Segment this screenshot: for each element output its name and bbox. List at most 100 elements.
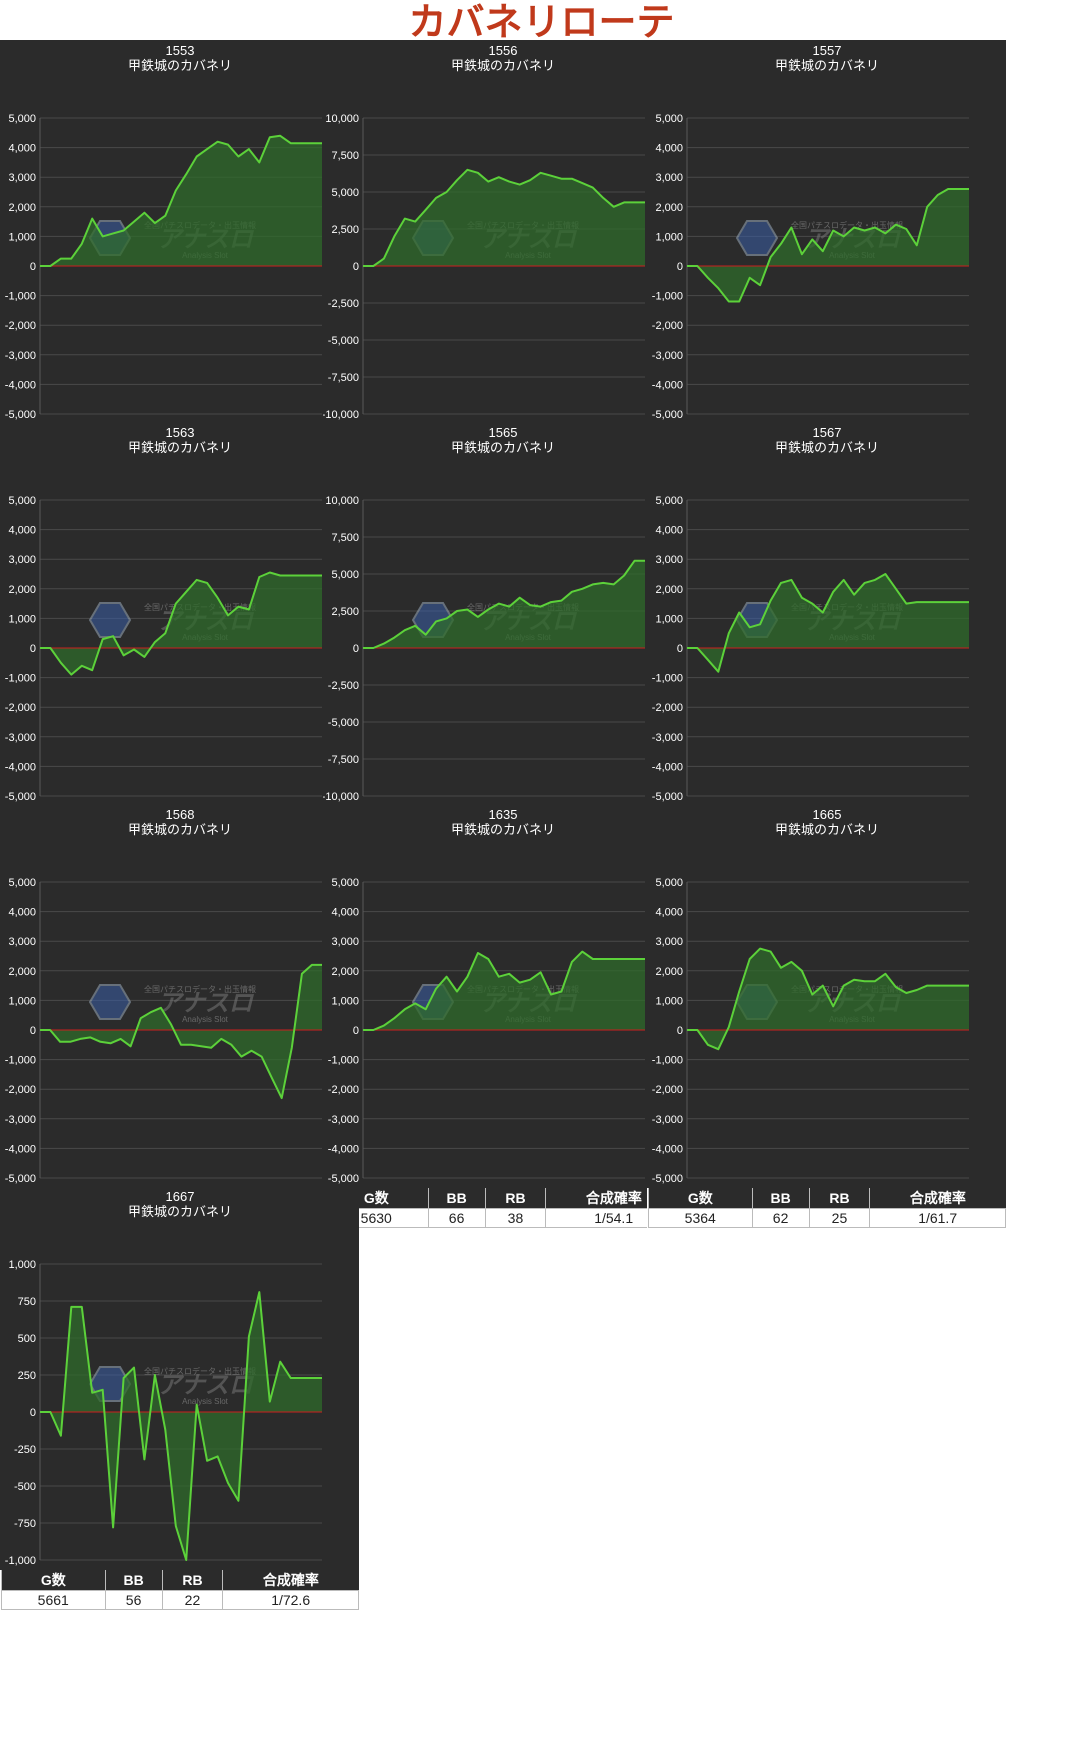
- chart-panel-1563: 1563 甲鉄城のカバネリ 5,000 4,000 3,000 2,000 1,000 0 -1…: [0, 422, 359, 848]
- chart-title: 1565: [489, 425, 518, 440]
- y-tick-label: 7,500: [331, 150, 359, 162]
- series-line: [40, 571, 322, 676]
- y-tick-label: 5,000: [8, 495, 36, 507]
- y-tick-label: -7,500: [328, 754, 359, 766]
- watermark-sub: Analysis Slot: [182, 1015, 229, 1024]
- series-line: [363, 950, 645, 1031]
- watermark-sub: Analysis Slot: [182, 1397, 229, 1406]
- y-tick-label: 1,000: [655, 613, 683, 625]
- y-tick-label: 3,000: [8, 172, 36, 184]
- chart-panel-1565: 1565 甲鉄城のカバネリ 10,000 7,500 5,000 2,500 0 -2,500…: [323, 422, 682, 848]
- y-tick-label: -5,000: [652, 1173, 683, 1185]
- y-tick-label: 2,000: [8, 202, 36, 214]
- y-tick-label: -500: [14, 1481, 36, 1493]
- y-tick-label: 0: [30, 261, 36, 273]
- y-tick-label: 4,000: [331, 907, 359, 919]
- y-tick-label: 0: [353, 1025, 359, 1037]
- stats-table: G数 BB RB 合成確率 5630 66 38 1/54.1: [324, 1188, 682, 1228]
- y-tick-label: 3,000: [655, 936, 683, 948]
- y-tick-label: -2,500: [328, 680, 359, 692]
- y-tick-label: -1,000: [328, 1055, 359, 1067]
- series-area: [40, 964, 322, 1099]
- y-tick-label: -250: [14, 1444, 36, 1456]
- y-tick-label: 4,000: [655, 525, 683, 537]
- stat-bb: 66: [427, 1208, 486, 1228]
- chart-panel-1557: 1557 甲鉄城のカバネリ 5,000 4,000 3,000 2,000 1,000 0 -1…: [647, 40, 1006, 466]
- y-tick-label: 10,000: [325, 113, 359, 125]
- y-tick-label: -4,000: [328, 1143, 359, 1155]
- y-tick-label: 5,000: [8, 877, 36, 889]
- y-tick-label: 5,000: [331, 877, 359, 889]
- y-tick-label: -2,000: [328, 1084, 359, 1096]
- stats-header: BB: [751, 1188, 810, 1209]
- y-tick-label: 5,000: [331, 187, 359, 199]
- watermark-top: 全国パチスロデータ・出玉情報: [144, 984, 256, 994]
- chart-title: 1563: [166, 425, 195, 440]
- y-tick-label: 750: [18, 1296, 36, 1308]
- series-area: [40, 135, 322, 266]
- y-tick-label: 1,000: [8, 613, 36, 625]
- y-tick-label: 2,500: [331, 224, 359, 236]
- series-area: [40, 572, 322, 675]
- chart-panel-1665: 1665 甲鉄城のカバネリ 5,000 4,000 3,000 2,000 1,000 0 -1…: [647, 804, 1006, 1230]
- chart-title: 1667: [166, 1189, 195, 1204]
- chart-panel-1568: 1568 甲鉄城のカバネリ 5,000 4,000 3,000 2,000 1,000 0 -1…: [0, 804, 359, 1230]
- stats-header: RB: [161, 1570, 223, 1591]
- y-tick-label: -3,000: [5, 350, 36, 362]
- series-area: [687, 574, 969, 672]
- hexagon-icon: [735, 220, 779, 256]
- y-tick-label: 4,000: [8, 907, 36, 919]
- y-tick-label: 10,000: [325, 495, 359, 507]
- series-area: [363, 951, 645, 1030]
- y-tick-label: 4,000: [655, 907, 683, 919]
- y-tick-label: -2,000: [5, 702, 36, 714]
- y-tick-label: 1,000: [8, 231, 36, 243]
- series-line: [363, 559, 645, 649]
- y-tick-label: 7,500: [331, 532, 359, 544]
- chart-title: 1557: [813, 43, 842, 58]
- y-tick-label: -5,000: [5, 1173, 36, 1185]
- chart-panel-1553: 1553 甲鉄城のカバネリ 5,000 4,000 3,000 2,000 1,000 0 -1…: [0, 40, 359, 466]
- y-tick-label: 5,000: [331, 569, 359, 581]
- y-tick-label: 5,000: [655, 495, 683, 507]
- y-tick-label: -1,000: [5, 1555, 36, 1567]
- y-tick-label: -5,000: [328, 1173, 359, 1185]
- y-tick-label: -7,500: [328, 372, 359, 384]
- stats-header: G数: [648, 1188, 753, 1209]
- y-tick-label: 2,000: [655, 584, 683, 596]
- y-tick-label: 3,000: [655, 554, 683, 566]
- stats-header: 合成確率: [222, 1570, 359, 1591]
- y-tick-label: -2,500: [328, 298, 359, 310]
- series-line: [687, 573, 969, 673]
- stats-header: 合成確率: [869, 1188, 1006, 1209]
- stats-header: BB: [427, 1188, 486, 1209]
- y-tick-label: 1,000: [331, 995, 359, 1007]
- y-tick-label: 0: [30, 643, 36, 655]
- y-tick-label: 0: [353, 261, 359, 273]
- stats-header: RB: [808, 1188, 870, 1209]
- y-tick-label: -1,000: [652, 1055, 683, 1067]
- y-tick-label: 0: [677, 1025, 683, 1037]
- chart-title: 1567: [813, 425, 842, 440]
- y-tick-label: 1,000: [8, 1259, 36, 1271]
- y-tick-label: 5,000: [8, 113, 36, 125]
- y-tick-label: 500: [18, 1333, 36, 1345]
- y-tick-label: -5,000: [5, 409, 36, 421]
- series-area: [687, 189, 969, 302]
- chart-title: 1556: [489, 43, 518, 58]
- page-title: カバネリローテ: [408, 0, 675, 44]
- y-tick-label: -1,000: [5, 291, 36, 303]
- y-tick-label: 3,000: [8, 936, 36, 948]
- y-tick-label: -1,000: [5, 1055, 36, 1067]
- y-tick-label: -1,000: [652, 291, 683, 303]
- hexagon-icon: [88, 984, 132, 1020]
- y-tick-label: -4,000: [5, 379, 36, 391]
- y-tick-label: 2,000: [8, 584, 36, 596]
- y-tick-label: -5,000: [5, 791, 36, 803]
